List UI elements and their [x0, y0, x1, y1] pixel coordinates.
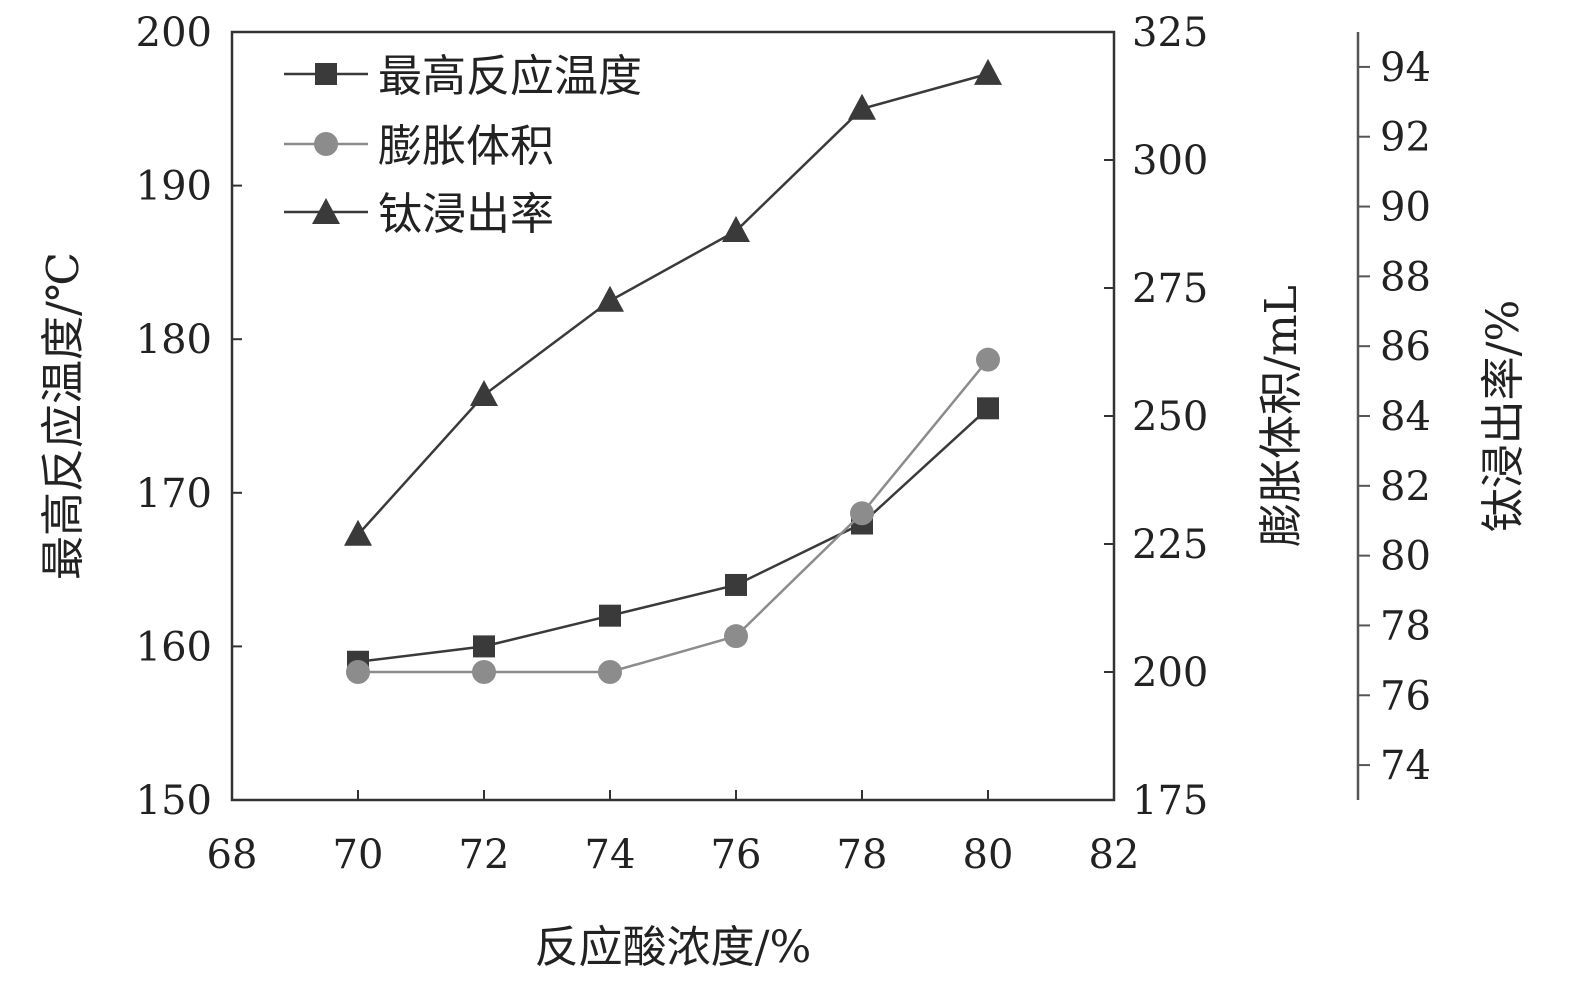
series-2-point-5 [974, 58, 1002, 85]
series-2-point-1 [470, 380, 498, 407]
legend: 最高反应温度 膨胀体积 钛浸出率 [284, 51, 642, 240]
left-tick-label: 190 [136, 164, 212, 210]
x-tick-label: 78 [837, 832, 888, 878]
right1-axis-title: 膨胀体积/mL [1256, 285, 1307, 547]
series-layer [344, 58, 1002, 684]
left-tick-label: 150 [136, 778, 212, 824]
x-axis: 68 70 72 74 76 78 80 82 [207, 790, 1140, 878]
left-tick-label: 170 [136, 471, 212, 517]
legend-label-temperature: 最高反应温度 [378, 51, 642, 102]
right2-tick-label: 86 [1380, 324, 1431, 370]
square-marker-icon [315, 63, 337, 85]
legend-item-volume: 膨胀体积 [284, 121, 554, 172]
right1-tick-label: 225 [1132, 522, 1208, 568]
series-1-point-0 [346, 660, 370, 684]
x-tick-label: 74 [585, 832, 636, 878]
series-2-point-0 [344, 519, 372, 546]
right1-tick-label: 300 [1132, 138, 1208, 184]
series-1-point-3 [724, 624, 748, 649]
x-tick-label: 72 [459, 832, 510, 878]
x-axis-title: 反应酸浓度/% [535, 922, 812, 973]
right2-axis: 74 76 78 80 82 84 86 88 90 92 94 [1358, 45, 1431, 789]
triangle-marker-icon [312, 198, 340, 224]
series-line-0 [357, 407, 989, 664]
right2-tick-label: 82 [1380, 464, 1431, 510]
right1-tick-label: 175 [1132, 778, 1208, 824]
right2-tick-label: 74 [1380, 743, 1431, 789]
series-line-1 [358, 358, 989, 674]
right2-tick-label: 78 [1380, 603, 1431, 649]
series-0-point-5 [977, 397, 999, 420]
left-axis: 150 160 170 180 190 200 [136, 10, 242, 824]
series-2-point-4 [848, 93, 876, 120]
left-tick-label: 180 [136, 317, 212, 363]
circle-marker-icon [314, 132, 338, 156]
series-0-point-2 [599, 604, 621, 627]
right2-tick-label: 84 [1380, 394, 1431, 440]
x-tick-label: 70 [333, 832, 384, 878]
x-tick-label: 80 [963, 832, 1014, 878]
left-tick-label: 160 [136, 624, 212, 670]
right1-tick-label: 325 [1132, 10, 1208, 56]
series-1-point-1 [472, 660, 496, 684]
right2-tick-label: 90 [1380, 185, 1431, 231]
legend-item-temperature: 最高反应温度 [284, 51, 642, 102]
series-1-point-2 [598, 660, 622, 684]
legend-label-volume: 膨胀体积 [378, 121, 554, 172]
right1-axis: 175 200 225 250 275 300 325 [1104, 10, 1208, 824]
x-tick-label: 68 [207, 832, 258, 878]
right1-tick-label: 250 [1132, 394, 1208, 440]
x-tick-label: 82 [1089, 832, 1140, 878]
right2-tick-label: 94 [1380, 45, 1431, 91]
right2-tick-label: 80 [1380, 534, 1431, 580]
series-1-point-4 [850, 501, 874, 526]
right2-tick-label: 88 [1380, 254, 1431, 300]
series-1-point-5 [976, 347, 1000, 372]
series-2-point-3 [722, 215, 750, 242]
right2-axis-title: 钛浸出率/% [1478, 300, 1529, 533]
series-0-point-3 [725, 573, 747, 596]
right2-tick-label: 76 [1380, 673, 1431, 719]
left-axis-title: 最高反应温度/℃ [38, 252, 89, 580]
right2-tick-label: 92 [1380, 115, 1431, 161]
legend-item-leaching: 钛浸出率 [284, 189, 554, 240]
left-tick-label: 200 [136, 10, 212, 56]
series-line-2 [357, 72, 989, 536]
legend-label-leaching: 钛浸出率 [378, 189, 554, 240]
x-tick-label: 76 [711, 832, 762, 878]
series-2-point-2 [596, 285, 624, 312]
right1-tick-label: 200 [1132, 650, 1208, 696]
right1-tick-label: 275 [1132, 266, 1208, 312]
series-0-point-1 [473, 635, 495, 658]
